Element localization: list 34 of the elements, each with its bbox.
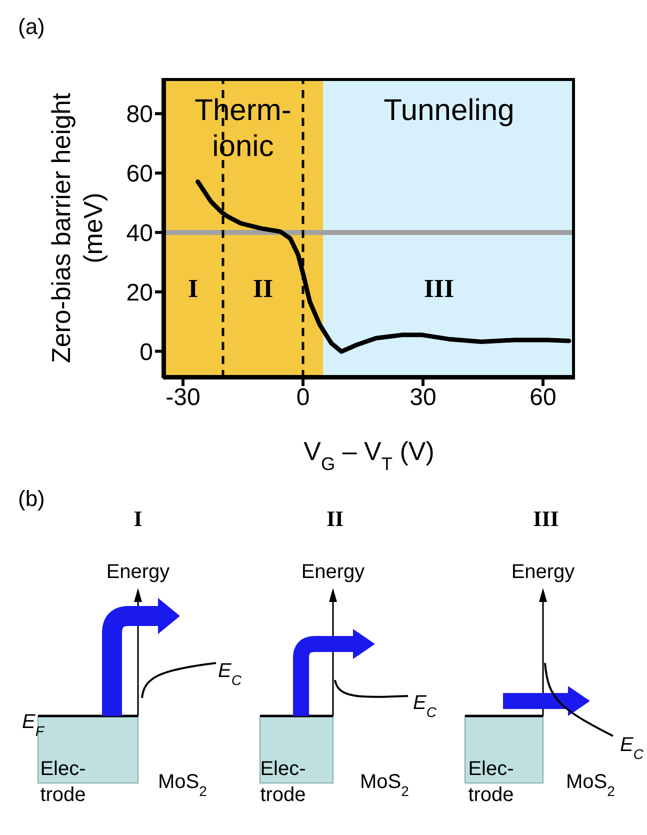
text: MoS$_{2}$ xyxy=(360,771,410,799)
y-tick-label: 0 xyxy=(140,338,153,366)
annotation: II xyxy=(252,274,274,303)
text: MoS$_{2}$ xyxy=(158,771,208,799)
text: E$_{C}$ xyxy=(620,734,644,762)
x-tick-label: -30 xyxy=(166,384,200,412)
x-tick-label: 0 xyxy=(296,384,310,412)
chart-title: (a) xyxy=(18,14,45,39)
text: Energy xyxy=(106,561,170,583)
x-tick-label: 60 xyxy=(530,384,556,412)
text: I xyxy=(134,506,142,531)
text: Elec- trode xyxy=(468,758,514,806)
x-axis-title: V$_{G}$ – V$_{T}$ (V) xyxy=(304,436,434,474)
x-tick-label: 30 xyxy=(410,384,436,412)
text: MoS$_{2}$ xyxy=(566,771,616,799)
y-tick-label: 80 xyxy=(126,101,153,128)
text: Elec- trode xyxy=(260,758,306,806)
text: Energy xyxy=(511,561,575,583)
text: E$_{C}$ xyxy=(218,660,242,688)
text: Elec- trode xyxy=(40,758,86,806)
text: Energy xyxy=(301,561,365,583)
text: II xyxy=(326,506,344,531)
band-label: Tunneling xyxy=(384,94,514,127)
annotation: III xyxy=(424,274,454,303)
y-tick-label: 20 xyxy=(126,279,153,306)
y-axis-title: Zero-bias barrier height (meV) xyxy=(46,92,108,364)
text: E$_{F}$ xyxy=(22,711,46,739)
y-tick-label: 40 xyxy=(126,220,153,247)
y-tick-label: 60 xyxy=(126,160,153,188)
text: III xyxy=(533,506,559,531)
text: E$_{C}$ xyxy=(413,692,438,720)
text: (b) xyxy=(18,486,45,511)
annotation: I xyxy=(188,274,198,303)
band-label: Therm- ionic xyxy=(194,94,292,163)
